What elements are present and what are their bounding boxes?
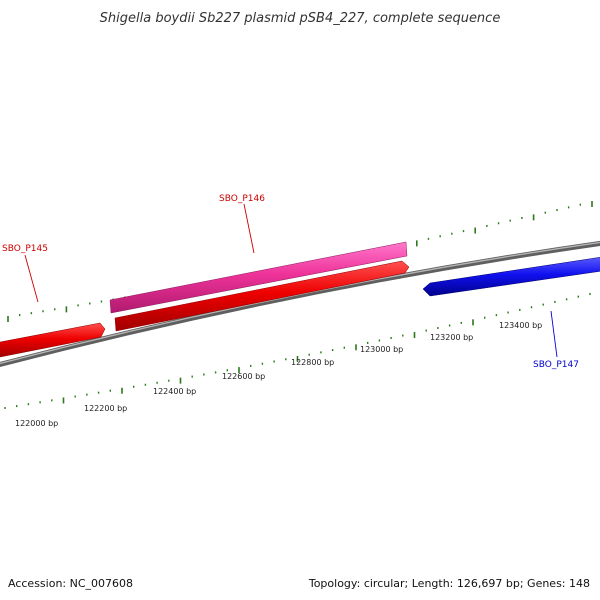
leader-line-sbo-p147 (550, 310, 558, 358)
gene-sbo-p145[interactable] (0, 322, 106, 358)
bp-tick-label: 122800 bp (291, 358, 334, 367)
bp-tick-label: 123200 bp (430, 333, 473, 342)
gene-sbo-p146[interactable] (114, 260, 410, 332)
bp-ruler: 122000 bp 122200 bp 122400 bp 122600 bp 1228… (4, 293, 591, 428)
bp-tick-label: 122600 bp (222, 372, 265, 381)
outer-tick-ring (7, 201, 593, 322)
sequence-backbone (0, 240, 600, 367)
gene-label-sbo-p146[interactable]: SBO_P146 (219, 194, 265, 204)
gene-label-sbo-p147[interactable]: SBO_P147 (533, 360, 579, 370)
gene-label-sbo-p145[interactable]: SBO_P145 (2, 244, 48, 254)
accession-label: Accession: NC_007608 (8, 577, 134, 590)
bp-tick-label: 122200 bp (84, 404, 127, 413)
bp-tick-label: 123000 bp (360, 345, 403, 354)
bp-tick-label: 122400 bp (153, 387, 196, 396)
map-title: Shigella boydii Sb227 plasmid pSB4_227, … (100, 11, 501, 26)
leader-line-sbo-p145 (24, 254, 39, 303)
sequence-summary: Topology: circular; Length: 126,697 bp; … (308, 577, 590, 590)
leader-line-sbo-p146 (243, 203, 255, 254)
bp-tick-label: 123400 bp (499, 321, 542, 330)
gene-sbo-p147[interactable] (422, 257, 600, 297)
gene-sbo-p146-highlight[interactable] (109, 241, 408, 314)
bp-tick-label: 122000 bp (15, 419, 58, 428)
